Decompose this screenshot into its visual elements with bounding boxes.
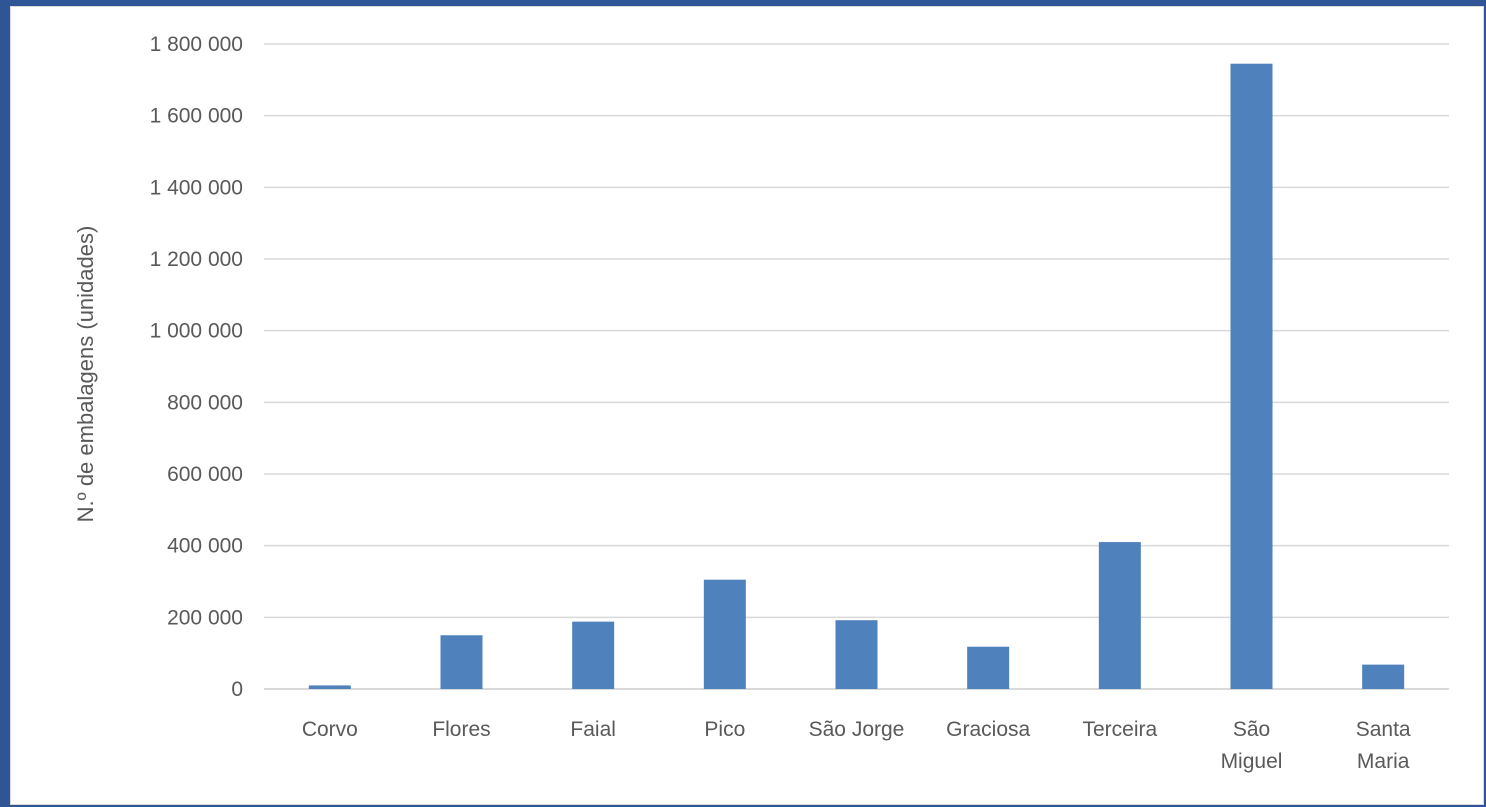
- bar-graciosa: [967, 646, 1010, 689]
- chart-frame: 0 200 000 400 000 600 000 800 000 1 000 000 1 …: [10, 6, 1484, 805]
- y-tick-label: 600 000: [167, 463, 243, 486]
- x-tick-label-line: Pico: [704, 718, 745, 741]
- bar-corvo: [308, 685, 351, 689]
- y-tick-label: 1 400 000: [150, 176, 243, 199]
- x-tick-label-line: Corvo: [302, 718, 358, 741]
- x-tick-label: Faial: [570, 718, 616, 741]
- y-axis-ticks: 0 200 000 400 000 600 000 800 000 1 000 000 1 …: [150, 33, 243, 701]
- x-tick-label-line: Miguel: [1221, 750, 1283, 773]
- y-tick-label: 400 000: [167, 535, 243, 558]
- y-tick-label: 1 200 000: [150, 248, 243, 271]
- gridlines: [264, 43, 1449, 690]
- bars: [308, 63, 1405, 690]
- x-tick-label-line: Flores: [432, 718, 490, 741]
- bar-chart: 0 200 000 400 000 600 000 800 000 1 000 000 1 …: [73, 33, 1449, 773]
- x-tick-label: Santa Maria: [1356, 718, 1411, 773]
- y-axis-title: N.º de embalagens (unidades): [73, 226, 98, 523]
- x-tick-label: Terceira: [1082, 718, 1157, 741]
- bar-faial: [572, 621, 615, 689]
- bar-santa-maria: [1362, 664, 1405, 689]
- x-tick-label: São Jorge: [809, 718, 905, 741]
- x-tick-label: Corvo: [302, 718, 358, 741]
- bar-terceira: [1098, 542, 1141, 689]
- y-tick-label: 0: [231, 678, 243, 701]
- x-tick-label: Flores: [432, 718, 490, 741]
- x-tick-label-line: Santa: [1356, 718, 1411, 741]
- bar-s-o-miguel: [1230, 63, 1273, 690]
- x-tick-label-line: Graciosa: [946, 718, 1030, 741]
- y-tick-label: 1 000 000: [150, 320, 243, 343]
- y-tick-label: 1 600 000: [150, 105, 243, 128]
- x-axis-labels: Corvo Flores Faial Pico São Jorge Graciosa Ter…: [302, 718, 1411, 773]
- y-tick-label: 200 000: [167, 606, 243, 629]
- x-tick-label-line: São: [1233, 718, 1270, 741]
- x-tick-label: São Miguel: [1221, 718, 1283, 773]
- x-tick-label: Graciosa: [946, 718, 1030, 741]
- bar-s-o-jorge: [835, 620, 878, 689]
- x-tick-label-line: Maria: [1357, 750, 1410, 773]
- bar-flores: [440, 635, 483, 689]
- x-tick-label-line: Faial: [570, 718, 616, 741]
- x-tick-label: Pico: [704, 718, 745, 741]
- x-tick-label-line: Terceira: [1082, 718, 1157, 741]
- y-tick-label: 1 800 000: [150, 33, 243, 56]
- bar-pico: [703, 579, 746, 689]
- x-tick-label-line: São Jorge: [809, 718, 905, 741]
- y-tick-label: 800 000: [167, 391, 243, 414]
